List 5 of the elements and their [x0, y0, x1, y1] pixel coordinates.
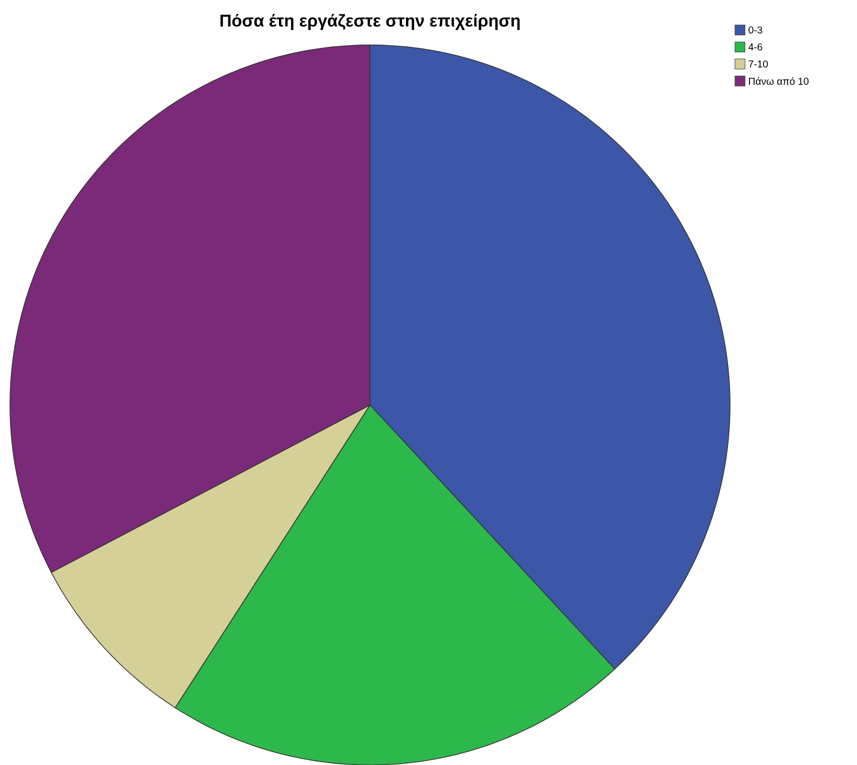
legend-label: Πάνω από 10 — [749, 76, 809, 85]
chart-title: Πόσα έτη εργάζεστε στην επιχείρηση — [220, 14, 520, 30]
legend-label: 0-3 — [748, 26, 762, 34]
legend-label: 4-6 — [748, 43, 762, 50]
legend-label: 7-10 — [748, 60, 768, 68]
